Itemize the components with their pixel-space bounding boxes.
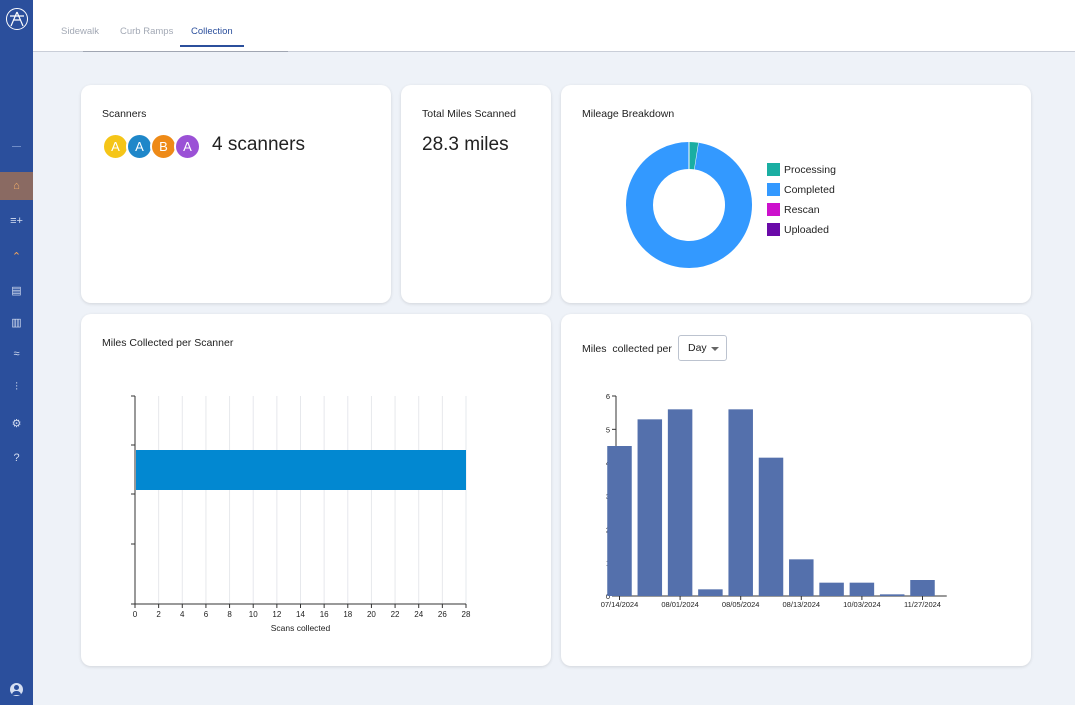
add-list-icon[interactable]: ≡+ — [10, 215, 23, 227]
x-axis-label: Scans collected — [271, 623, 331, 633]
x-tick-label: 10/03/2024 — [843, 600, 881, 609]
total-miles-value: 28.3 miles — [422, 134, 509, 155]
total-miles-title: Total Miles Scanned — [422, 108, 516, 120]
bar[interactable] — [879, 594, 905, 596]
x-tick-label: 18 — [343, 610, 352, 619]
tab-divider — [83, 51, 288, 52]
x-tick-label: 26 — [438, 610, 447, 619]
x-tick-label: 20 — [367, 610, 376, 619]
legend-item[interactable]: Uploaded — [767, 223, 829, 236]
chevron-up-icon[interactable]: ⌃ — [11, 250, 22, 263]
x-tick-label: 28 — [462, 610, 471, 619]
caret-down-icon — [711, 347, 719, 351]
bar[interactable] — [637, 419, 663, 596]
scanners-card: Scanners A A B A 4 scanners — [81, 85, 391, 303]
tab-sidewalk[interactable]: Sidewalk — [61, 26, 100, 37]
x-tick-label: 08/05/2024 — [722, 600, 760, 609]
tab-curb-ramps[interactable]: Curb Ramps — [120, 26, 174, 37]
legend-item[interactable]: Processing — [767, 163, 836, 176]
donut-slice-completed[interactable] — [626, 142, 752, 268]
x-tick-label: 12 — [272, 610, 281, 619]
help-icon[interactable]: ? — [13, 452, 20, 464]
scanners-title: Scanners — [102, 108, 147, 120]
donut-slice-processing[interactable] — [688, 142, 699, 170]
mileage-breakdown-card: Mileage Breakdown Processing Completed R… — [561, 85, 1031, 303]
x-tick-label: 2 — [156, 610, 161, 619]
x-tick-label: 6 — [204, 610, 209, 619]
y-tick-label: 0 — [606, 592, 610, 601]
total-miles-card: Total Miles Scanned 28.3 miles — [401, 85, 551, 303]
y-tick-label: 5 — [606, 425, 610, 434]
miles-per-period-card: Miles collected per Day 012345607/14/202… — [561, 314, 1031, 666]
miles-per-period-title: Miles collected per — [582, 343, 672, 355]
x-tick-label: 4 — [180, 610, 185, 619]
x-tick-label: 16 — [320, 610, 329, 619]
bar[interactable] — [698, 589, 723, 596]
scanner-count: 4 scanners — [212, 134, 305, 155]
legend-item[interactable]: Completed — [767, 183, 835, 196]
bar[interactable] — [910, 580, 935, 596]
bar[interactable] — [728, 409, 753, 596]
home-icon[interactable]: ⌂ — [0, 172, 33, 200]
x-tick-label: 07/14/2024 — [601, 600, 639, 609]
user-account-icon[interactable] — [10, 683, 23, 696]
avatar[interactable]: B — [150, 133, 177, 160]
x-tick-label: 14 — [296, 610, 305, 619]
legend-item[interactable]: Rescan — [767, 203, 820, 216]
miles-per-scanner-title: Miles Collected per Scanner — [102, 337, 234, 349]
period-select[interactable]: Day — [678, 335, 727, 361]
bar[interactable] — [607, 446, 632, 596]
x-tick-label: 11/27/2024 — [904, 600, 941, 609]
bar-chart-icon[interactable]: ▥ — [11, 316, 22, 329]
miles-per-period-chart: 012345607/14/202408/01/202408/05/202408/… — [601, 392, 947, 609]
y-tick-label: 6 — [606, 392, 610, 401]
bar[interactable] — [136, 450, 466, 490]
sidebar: ⌂ ≡+ ⌃ ▤ ▥ ≈ ⫶ ⚙ ? — [0, 0, 33, 705]
miles-per-scanner-card: Miles Collected per Scanner 0 2 4 6 8 10 12 14 1… — [81, 314, 551, 666]
x-tick-label: 08/13/2024 — [783, 600, 821, 609]
x-tick-label: 22 — [391, 610, 400, 619]
app-logo[interactable] — [6, 8, 28, 30]
donut-chart — [626, 142, 752, 268]
bar[interactable] — [667, 409, 693, 596]
bar[interactable] — [819, 582, 844, 596]
x-tick-label: 0 — [133, 610, 138, 619]
filter-icon[interactable]: ⫶ — [15, 380, 18, 393]
avatar[interactable]: A — [174, 133, 201, 160]
x-tick-label: 10 — [249, 610, 258, 619]
report-icon[interactable]: ▤ — [11, 284, 22, 297]
avatar[interactable]: A — [126, 133, 153, 160]
settings-icon[interactable]: ⚙ — [11, 417, 22, 430]
avatar[interactable]: A — [102, 133, 129, 160]
x-tick-label: 08/01/2024 — [661, 600, 699, 609]
bar[interactable] — [758, 457, 784, 596]
x-tick-label: 8 — [227, 610, 232, 619]
wifi-icon[interactable]: ≈ — [13, 348, 20, 360]
top-tab-bar: Sidewalk Curb Ramps Collection — [33, 0, 1075, 52]
x-tick-label: 24 — [414, 610, 423, 619]
bar[interactable] — [789, 559, 814, 596]
mileage-breakdown-title: Mileage Breakdown — [582, 108, 675, 120]
bar[interactable] — [849, 582, 875, 596]
tab-collection[interactable]: Collection — [180, 26, 244, 47]
sidebar-divider — [12, 146, 21, 147]
